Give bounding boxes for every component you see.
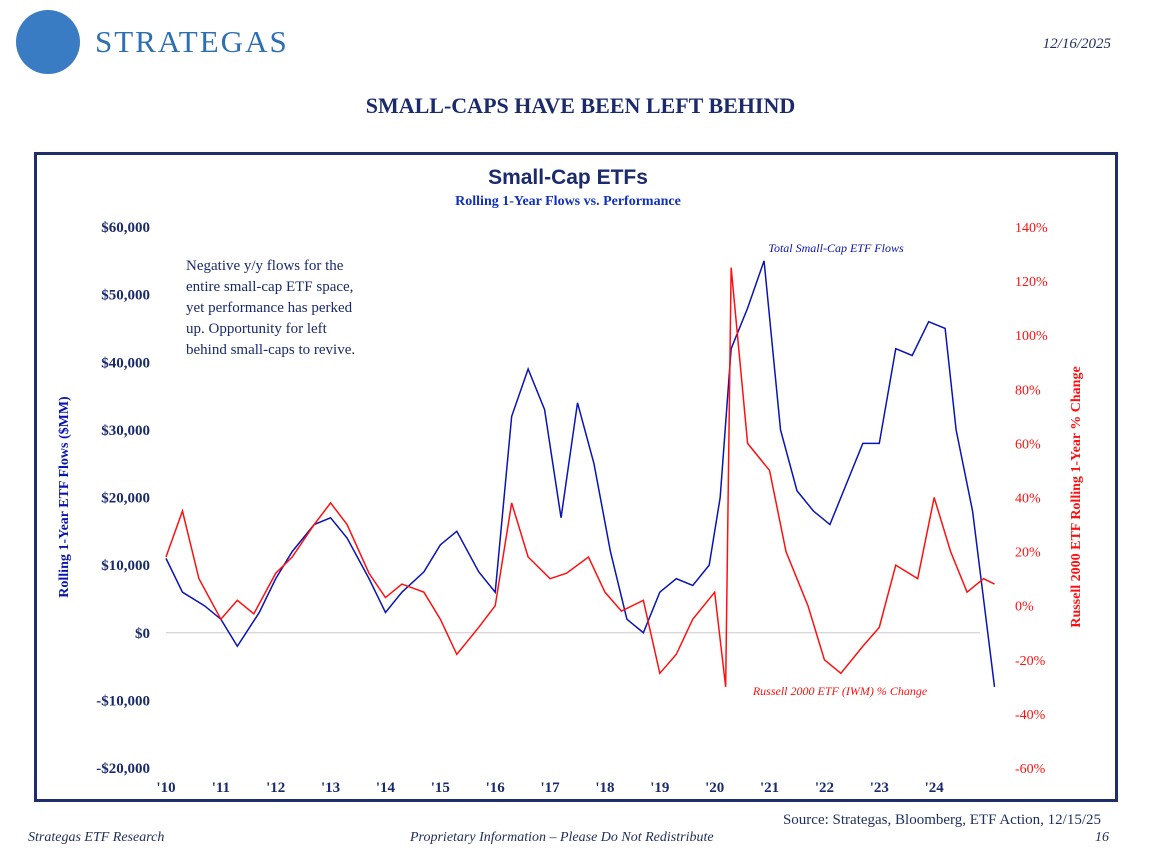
y2-tick-label: 100% bbox=[1015, 329, 1048, 344]
x-tick-label: '22 bbox=[815, 780, 834, 796]
series-label-iwm: Russell 2000 ETF (IWM) % Change bbox=[752, 684, 928, 698]
annotation-line: up. Opportunity for left bbox=[186, 321, 328, 337]
x-tick-label: '12 bbox=[266, 780, 285, 796]
y2-tick-label: -40% bbox=[1015, 708, 1046, 723]
footer-center: Proprietary Information – Please Do Not … bbox=[410, 830, 714, 845]
series-label-flows: Total Small-Cap ETF Flows bbox=[768, 241, 904, 255]
annotation-line: yet performance has perked bbox=[186, 300, 353, 316]
annotation-line: Negative y/y flows for the bbox=[186, 258, 344, 274]
y2-tick-label: 60% bbox=[1015, 437, 1041, 452]
y-tick-label: $50,000 bbox=[101, 288, 150, 304]
strategas-logo-icon bbox=[16, 10, 80, 74]
chart-title: Small-Cap ETFs bbox=[488, 166, 648, 189]
x-tick-label: '20 bbox=[705, 780, 724, 796]
y2-tick-label: 120% bbox=[1015, 275, 1048, 290]
y-axis-label: Rolling 1-Year ETF Flows ($MM) bbox=[57, 396, 72, 598]
x-tick-label: '19 bbox=[650, 780, 669, 796]
y-tick-label: $30,000 bbox=[101, 423, 150, 439]
y2-axis-label: Russell 2000 ETF Rolling 1-Year % Change bbox=[1069, 366, 1084, 627]
report-date: 12/16/2025 bbox=[1042, 36, 1111, 52]
x-tick-label: '23 bbox=[870, 780, 889, 796]
y2-tick-label: 140% bbox=[1015, 221, 1048, 236]
x-tick-label: '16 bbox=[486, 780, 506, 796]
y2-tick-label: 80% bbox=[1015, 383, 1041, 398]
y-tick-label: $60,000 bbox=[101, 220, 150, 236]
y-tick-label: $0 bbox=[135, 626, 150, 642]
x-tick-label: '17 bbox=[540, 780, 560, 796]
y2-tick-label: -60% bbox=[1015, 762, 1046, 777]
y-tick-label: -$10,000 bbox=[96, 693, 150, 709]
y2-tick-label: 0% bbox=[1015, 600, 1034, 615]
brand-name: STRATEGAS bbox=[95, 24, 289, 59]
x-tick-label: '18 bbox=[595, 780, 614, 796]
y2-tick-label: 40% bbox=[1015, 492, 1041, 507]
y-tick-label: $10,000 bbox=[101, 558, 150, 574]
y2-tick-label: 20% bbox=[1015, 546, 1041, 561]
chart-frame bbox=[34, 152, 1118, 802]
series-line-right bbox=[165, 267, 995, 687]
x-tick-label: '11 bbox=[212, 780, 230, 796]
chart-subtitle: Rolling 1-Year Flows vs. Performance bbox=[455, 194, 681, 209]
annotation-line: entire small-cap ETF space, bbox=[186, 279, 353, 295]
x-tick-label: '14 bbox=[376, 780, 396, 796]
x-tick-label: '24 bbox=[925, 780, 945, 796]
y-tick-label: $40,000 bbox=[101, 355, 150, 371]
y-tick-label: -$20,000 bbox=[96, 761, 150, 777]
footer-left: Strategas ETF Research bbox=[28, 830, 165, 845]
x-tick-label: '10 bbox=[156, 780, 175, 796]
page-number: 16 bbox=[1095, 830, 1109, 845]
y-tick-label: $20,000 bbox=[101, 491, 150, 507]
page-title: SMALL-CAPS HAVE BEEN LEFT BEHIND bbox=[365, 93, 796, 118]
x-tick-label: '15 bbox=[431, 780, 450, 796]
x-tick-label: '21 bbox=[760, 780, 779, 796]
annotation-line: behind small-caps to revive. bbox=[186, 342, 355, 358]
series-line-left bbox=[165, 260, 996, 687]
x-tick-label: '13 bbox=[321, 780, 340, 796]
y2-tick-label: -20% bbox=[1015, 654, 1046, 669]
source-note: Source: Strategas, Bloomberg, ETF Action… bbox=[782, 812, 1101, 828]
